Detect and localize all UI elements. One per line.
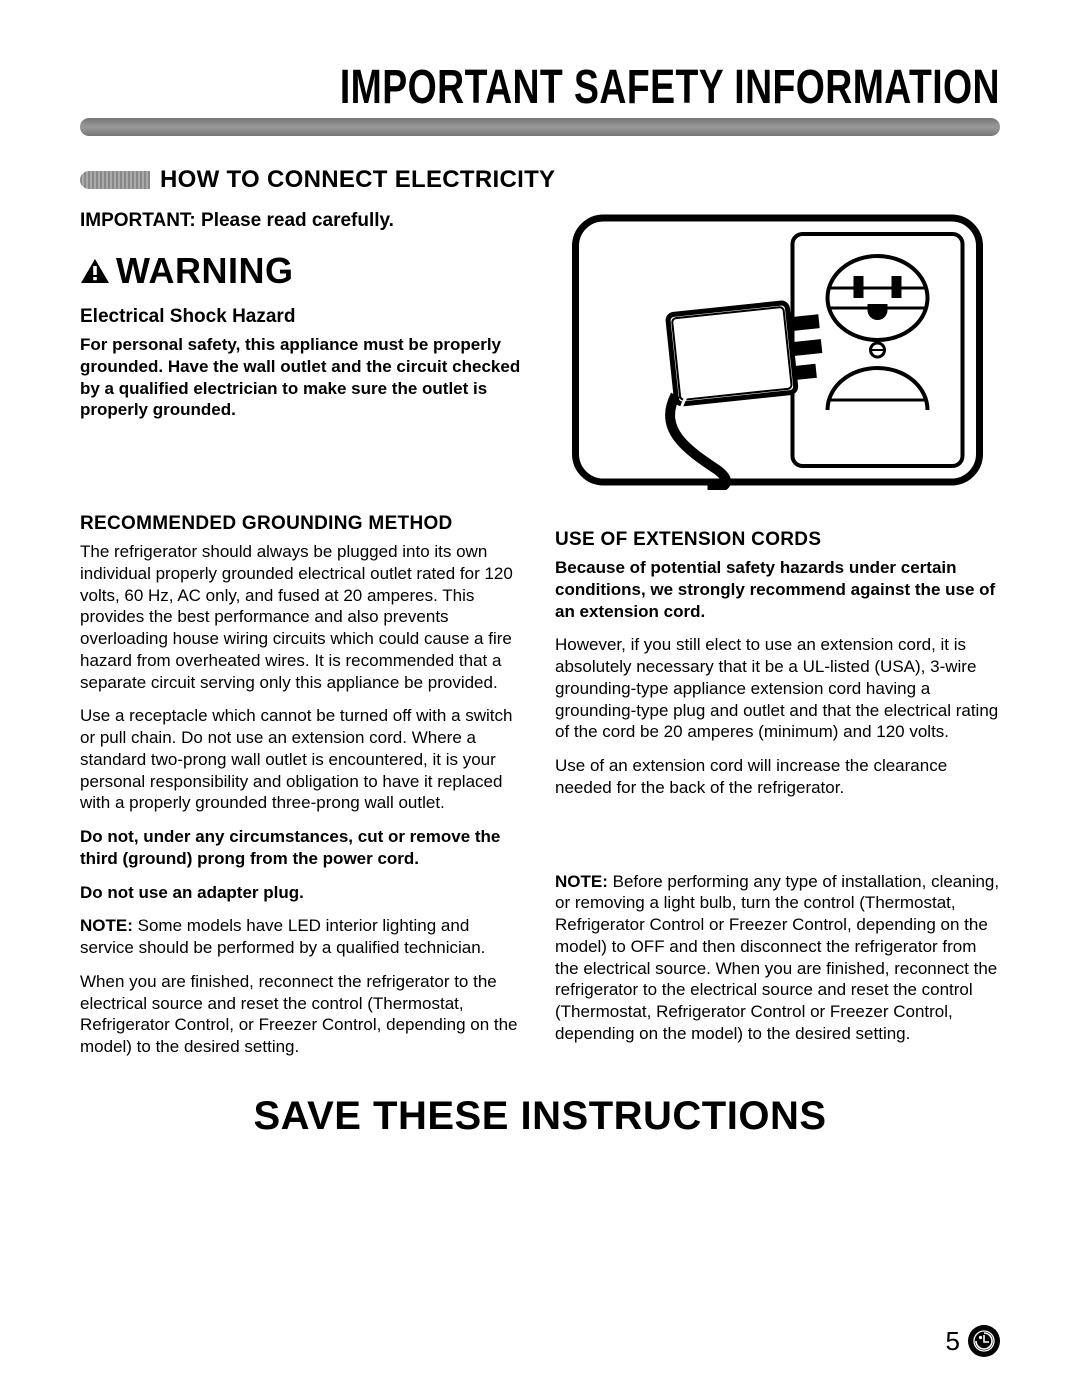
divider-bar [80, 118, 1000, 136]
header-pill-decoration [80, 171, 150, 189]
grounding-p4: Do not use an adapter plug. [80, 882, 525, 904]
right-column: USE OF EXTENSION CORDS Because of potent… [555, 210, 1000, 1070]
section-header: HOW TO CONNECT ELECTRICITY [160, 166, 555, 194]
extension-p2: However, if you still elect to use an ex… [555, 634, 1000, 743]
section-header-row: HOW TO CONNECT ELECTRICITY [80, 166, 1000, 194]
note-prefix: NOTE: [80, 916, 133, 935]
important-line: IMPORTANT: Please read carefully. [80, 210, 525, 232]
warning-heading: WARNING [116, 250, 294, 292]
plug-outlet-illustration [555, 210, 1000, 490]
save-instructions-heading: SAVE THESE INSTRUCTIONS [80, 1094, 1000, 1139]
note-prefix-2: NOTE: [555, 872, 608, 891]
extension-heading: USE OF EXTENSION CORDS [555, 529, 1000, 551]
page-footer: 5 [946, 1325, 1000, 1357]
grounding-p3: Do not, under any circumstances, cut or … [80, 826, 525, 870]
left-column: IMPORTANT: Please read carefully. WARNIN… [80, 210, 525, 1070]
grounding-note-text: Some models have LED interior lighting a… [80, 916, 485, 957]
grounding-note: NOTE: Some models have LED interior ligh… [80, 915, 525, 959]
extension-p1: Because of potential safety hazards unde… [555, 557, 1000, 622]
grounding-p1: The refrigerator should always be plugge… [80, 541, 525, 693]
grounding-p2: Use a receptacle which cannot be turned … [80, 705, 525, 814]
warning-row: WARNING [80, 250, 525, 292]
warning-triangle-icon [80, 258, 110, 284]
content-columns: IMPORTANT: Please read carefully. WARNIN… [80, 210, 1000, 1070]
lg-logo-icon [968, 1325, 1000, 1357]
extension-p3: Use of an extension cord will increase t… [555, 755, 1000, 799]
shock-hazard-body: For personal safety, this appliance must… [80, 334, 525, 421]
page-title: IMPORTANT SAFETY INFORMATION [218, 60, 1000, 115]
extension-note: NOTE: Before performing any type of inst… [555, 871, 1000, 1045]
grounding-heading: RECOMMENDED GROUNDING METHOD [80, 513, 525, 535]
grounding-p5: When you are finished, reconnect the ref… [80, 971, 525, 1058]
page-number: 5 [946, 1326, 960, 1357]
shock-hazard-heading: Electrical Shock Hazard [80, 306, 525, 328]
extension-note-text: Before performing any type of installati… [555, 872, 999, 1043]
